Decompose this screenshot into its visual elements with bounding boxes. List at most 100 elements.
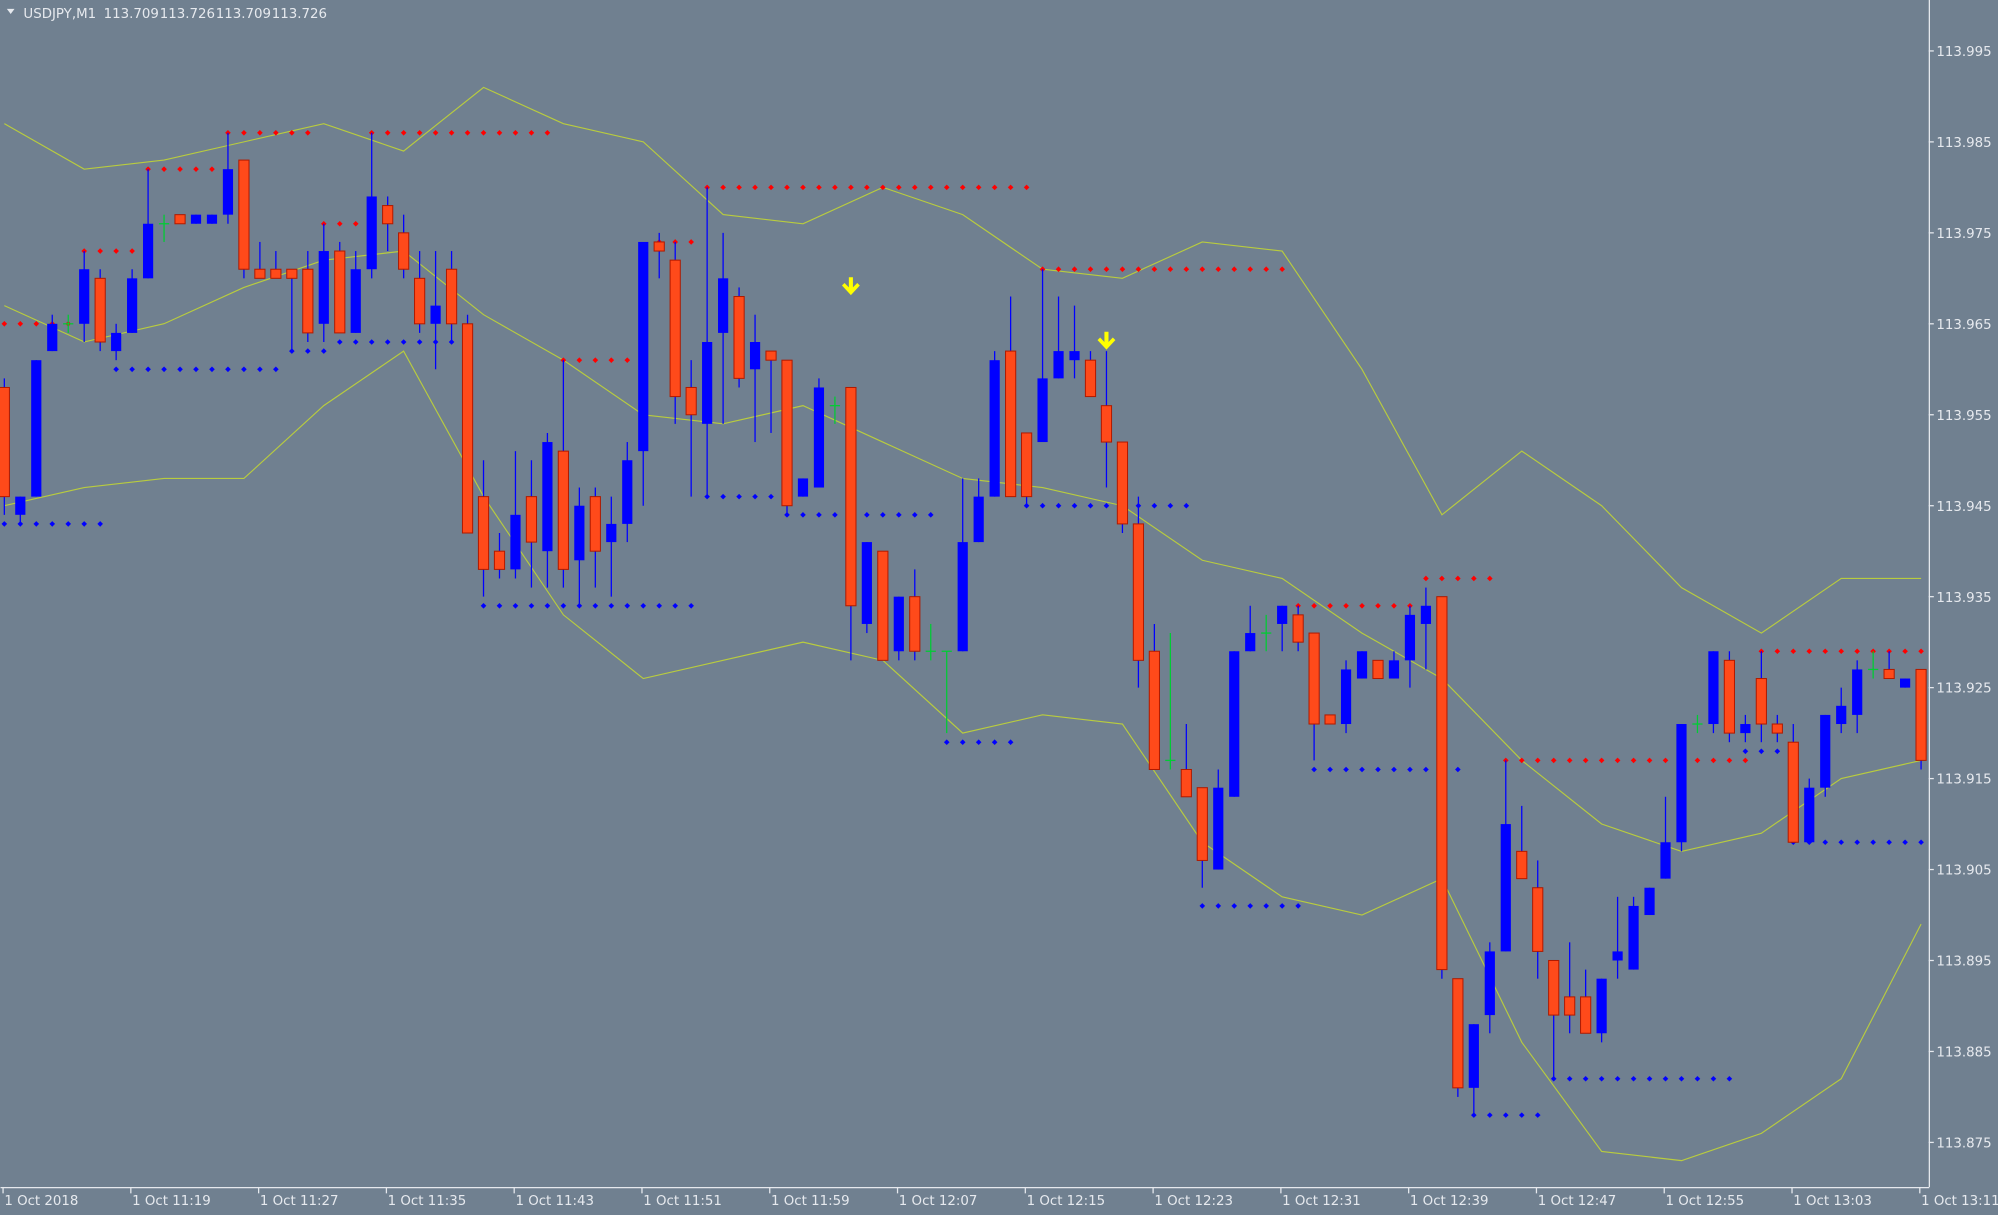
candle-body xyxy=(1596,978,1607,1034)
candle-body xyxy=(398,232,410,270)
candle-body xyxy=(302,268,314,334)
candle-body xyxy=(206,214,218,224)
level-dot xyxy=(927,184,934,191)
candle-body xyxy=(318,251,329,324)
level-dot xyxy=(1279,266,1285,273)
candle-body xyxy=(430,305,441,324)
level-dot xyxy=(1487,1112,1493,1118)
candle-body xyxy=(382,205,394,225)
candle-body xyxy=(15,496,26,515)
candle-body xyxy=(510,514,521,570)
candle-body xyxy=(1404,614,1416,661)
candle-body xyxy=(973,496,984,543)
candle-body xyxy=(1723,659,1736,734)
candle-body xyxy=(1564,996,1576,1016)
candle-body xyxy=(174,214,186,225)
menu-triangle[interactable] xyxy=(6,8,15,15)
level-dot xyxy=(927,512,934,518)
level-dot xyxy=(1678,1075,1685,1082)
candle-body xyxy=(127,278,138,333)
level-dot xyxy=(225,366,231,373)
candle-body xyxy=(1229,651,1240,797)
level-dot xyxy=(1726,1075,1733,1082)
level-dot xyxy=(1758,748,1765,755)
candle-body xyxy=(493,550,506,570)
level-dot xyxy=(273,366,279,373)
candle-body xyxy=(781,359,793,507)
candle-body xyxy=(1804,787,1815,843)
candle-body xyxy=(845,386,857,607)
level-dot xyxy=(704,493,710,500)
y-tick-label: 113.925 xyxy=(1936,682,1991,697)
level-dot xyxy=(1039,502,1046,509)
level-dot xyxy=(1263,903,1269,909)
candle-body xyxy=(797,478,809,497)
level-dot xyxy=(592,357,599,363)
level-dot xyxy=(848,184,854,191)
level-dot xyxy=(1375,602,1381,609)
candle-body xyxy=(445,268,458,325)
level-dot xyxy=(1103,266,1110,273)
level-dot xyxy=(624,602,631,609)
candle-body xyxy=(1452,978,1464,1089)
level-dot xyxy=(1247,903,1254,909)
candle-body xyxy=(1420,605,1432,624)
level-dot xyxy=(400,129,407,136)
x-tick-label: 1 Oct 11:43 xyxy=(515,1194,594,1209)
x-tick-label: 1 Oct 12:47 xyxy=(1538,1194,1617,1209)
x-tick-label: 1 Oct 11:51 xyxy=(643,1194,722,1209)
candle-body xyxy=(254,268,266,279)
candle-body xyxy=(111,332,122,352)
level-dot xyxy=(241,366,247,373)
level-dot xyxy=(1774,648,1781,655)
level-dot xyxy=(1534,1112,1541,1118)
candle-body xyxy=(1500,824,1511,952)
level-dot xyxy=(1,521,8,527)
level-dot xyxy=(784,184,790,191)
x-tick-label: 1 Oct 12:39 xyxy=(1410,1194,1489,1209)
y-tick-label: 113.895 xyxy=(1936,955,1991,970)
signal-arrow xyxy=(841,277,860,296)
level-dot xyxy=(65,521,72,527)
level-dot xyxy=(1838,648,1845,655)
candle-body xyxy=(957,542,968,652)
candle-body xyxy=(1883,668,1895,680)
level-dot xyxy=(1295,602,1301,609)
candle-body xyxy=(1037,378,1048,443)
bollinger-band xyxy=(4,350,1922,1162)
candle-body xyxy=(286,268,298,279)
level-dot xyxy=(624,357,631,363)
level-dot xyxy=(1103,502,1110,509)
y-tick-label: 113.915 xyxy=(1936,773,1991,788)
level-dot xyxy=(991,184,998,191)
candle-body xyxy=(366,196,377,270)
header-close: 113.726 xyxy=(272,7,327,22)
level-dot xyxy=(880,184,886,191)
candle-body xyxy=(653,241,665,252)
candle-body xyxy=(1820,714,1831,788)
y-tick-label: 113.885 xyxy=(1936,1046,1991,1061)
candle-body xyxy=(1292,614,1304,643)
level-dot xyxy=(209,366,215,373)
level-dot xyxy=(368,339,375,345)
candle-body xyxy=(1277,605,1288,624)
level-dot xyxy=(1423,766,1429,773)
level-dot xyxy=(113,366,119,373)
candle-body xyxy=(1245,633,1256,652)
x-tick-label: 1 Oct 12:31 xyxy=(1282,1194,1361,1209)
level-dot xyxy=(1391,602,1397,609)
level-dot xyxy=(1630,1075,1637,1082)
level-dot xyxy=(1455,766,1461,773)
candle-body xyxy=(142,223,154,279)
candle-body xyxy=(718,278,729,333)
level-dot xyxy=(1550,757,1557,764)
candle-body xyxy=(685,386,697,416)
candle-body xyxy=(222,169,234,215)
level-dot xyxy=(1295,903,1301,909)
level-dot xyxy=(1055,502,1062,509)
level-dot xyxy=(1614,757,1621,764)
candle-body xyxy=(1612,951,1623,961)
candle-body xyxy=(1020,432,1033,498)
candle-body xyxy=(1132,523,1145,661)
header-open: 113.709 xyxy=(104,7,159,22)
